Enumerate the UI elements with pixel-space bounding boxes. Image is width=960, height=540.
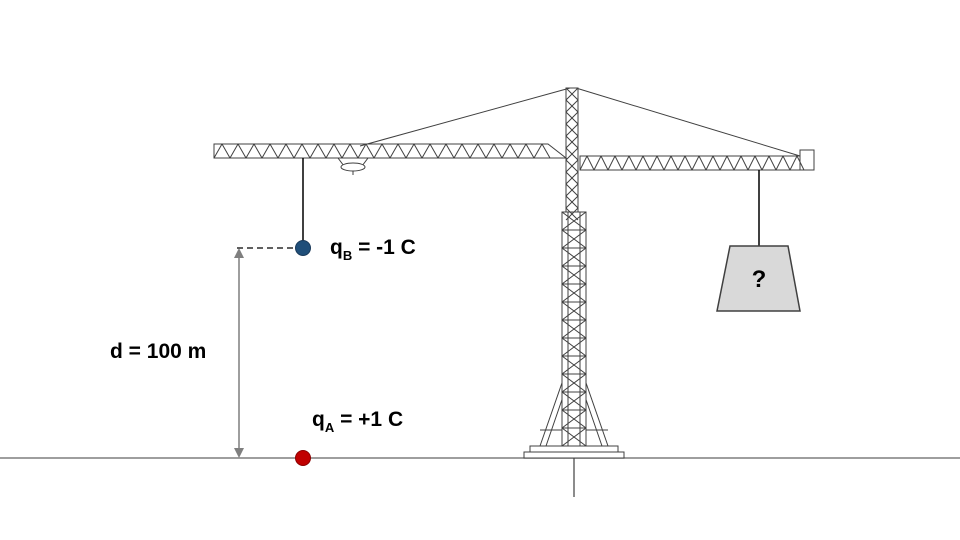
charge-a-value: = +1 C <box>340 408 404 431</box>
distance-label: d = 100 m <box>110 340 207 363</box>
charge-b-value: = -1 C <box>358 236 416 259</box>
unknown-load-label: ? <box>751 266 767 293</box>
main-jib <box>579 149 815 171</box>
unknown-load <box>716 245 801 312</box>
charge-a-label: qA = +1 C <box>312 408 404 435</box>
crane-base <box>523 379 625 497</box>
crane-tower <box>561 87 587 447</box>
distance-arrow <box>234 248 244 458</box>
charge-b-label: qB = -1 C <box>330 236 416 263</box>
counter-jib <box>213 143 568 175</box>
charge-a-symbol: q <box>312 408 325 431</box>
charge-a-dot <box>295 450 311 466</box>
charge-a-subscript: A <box>324 420 335 435</box>
tie-cables <box>359 87 801 157</box>
charge-b-dot <box>295 240 311 256</box>
charge-b-subscript: B <box>342 248 353 263</box>
charge-b-symbol: q <box>330 236 343 259</box>
